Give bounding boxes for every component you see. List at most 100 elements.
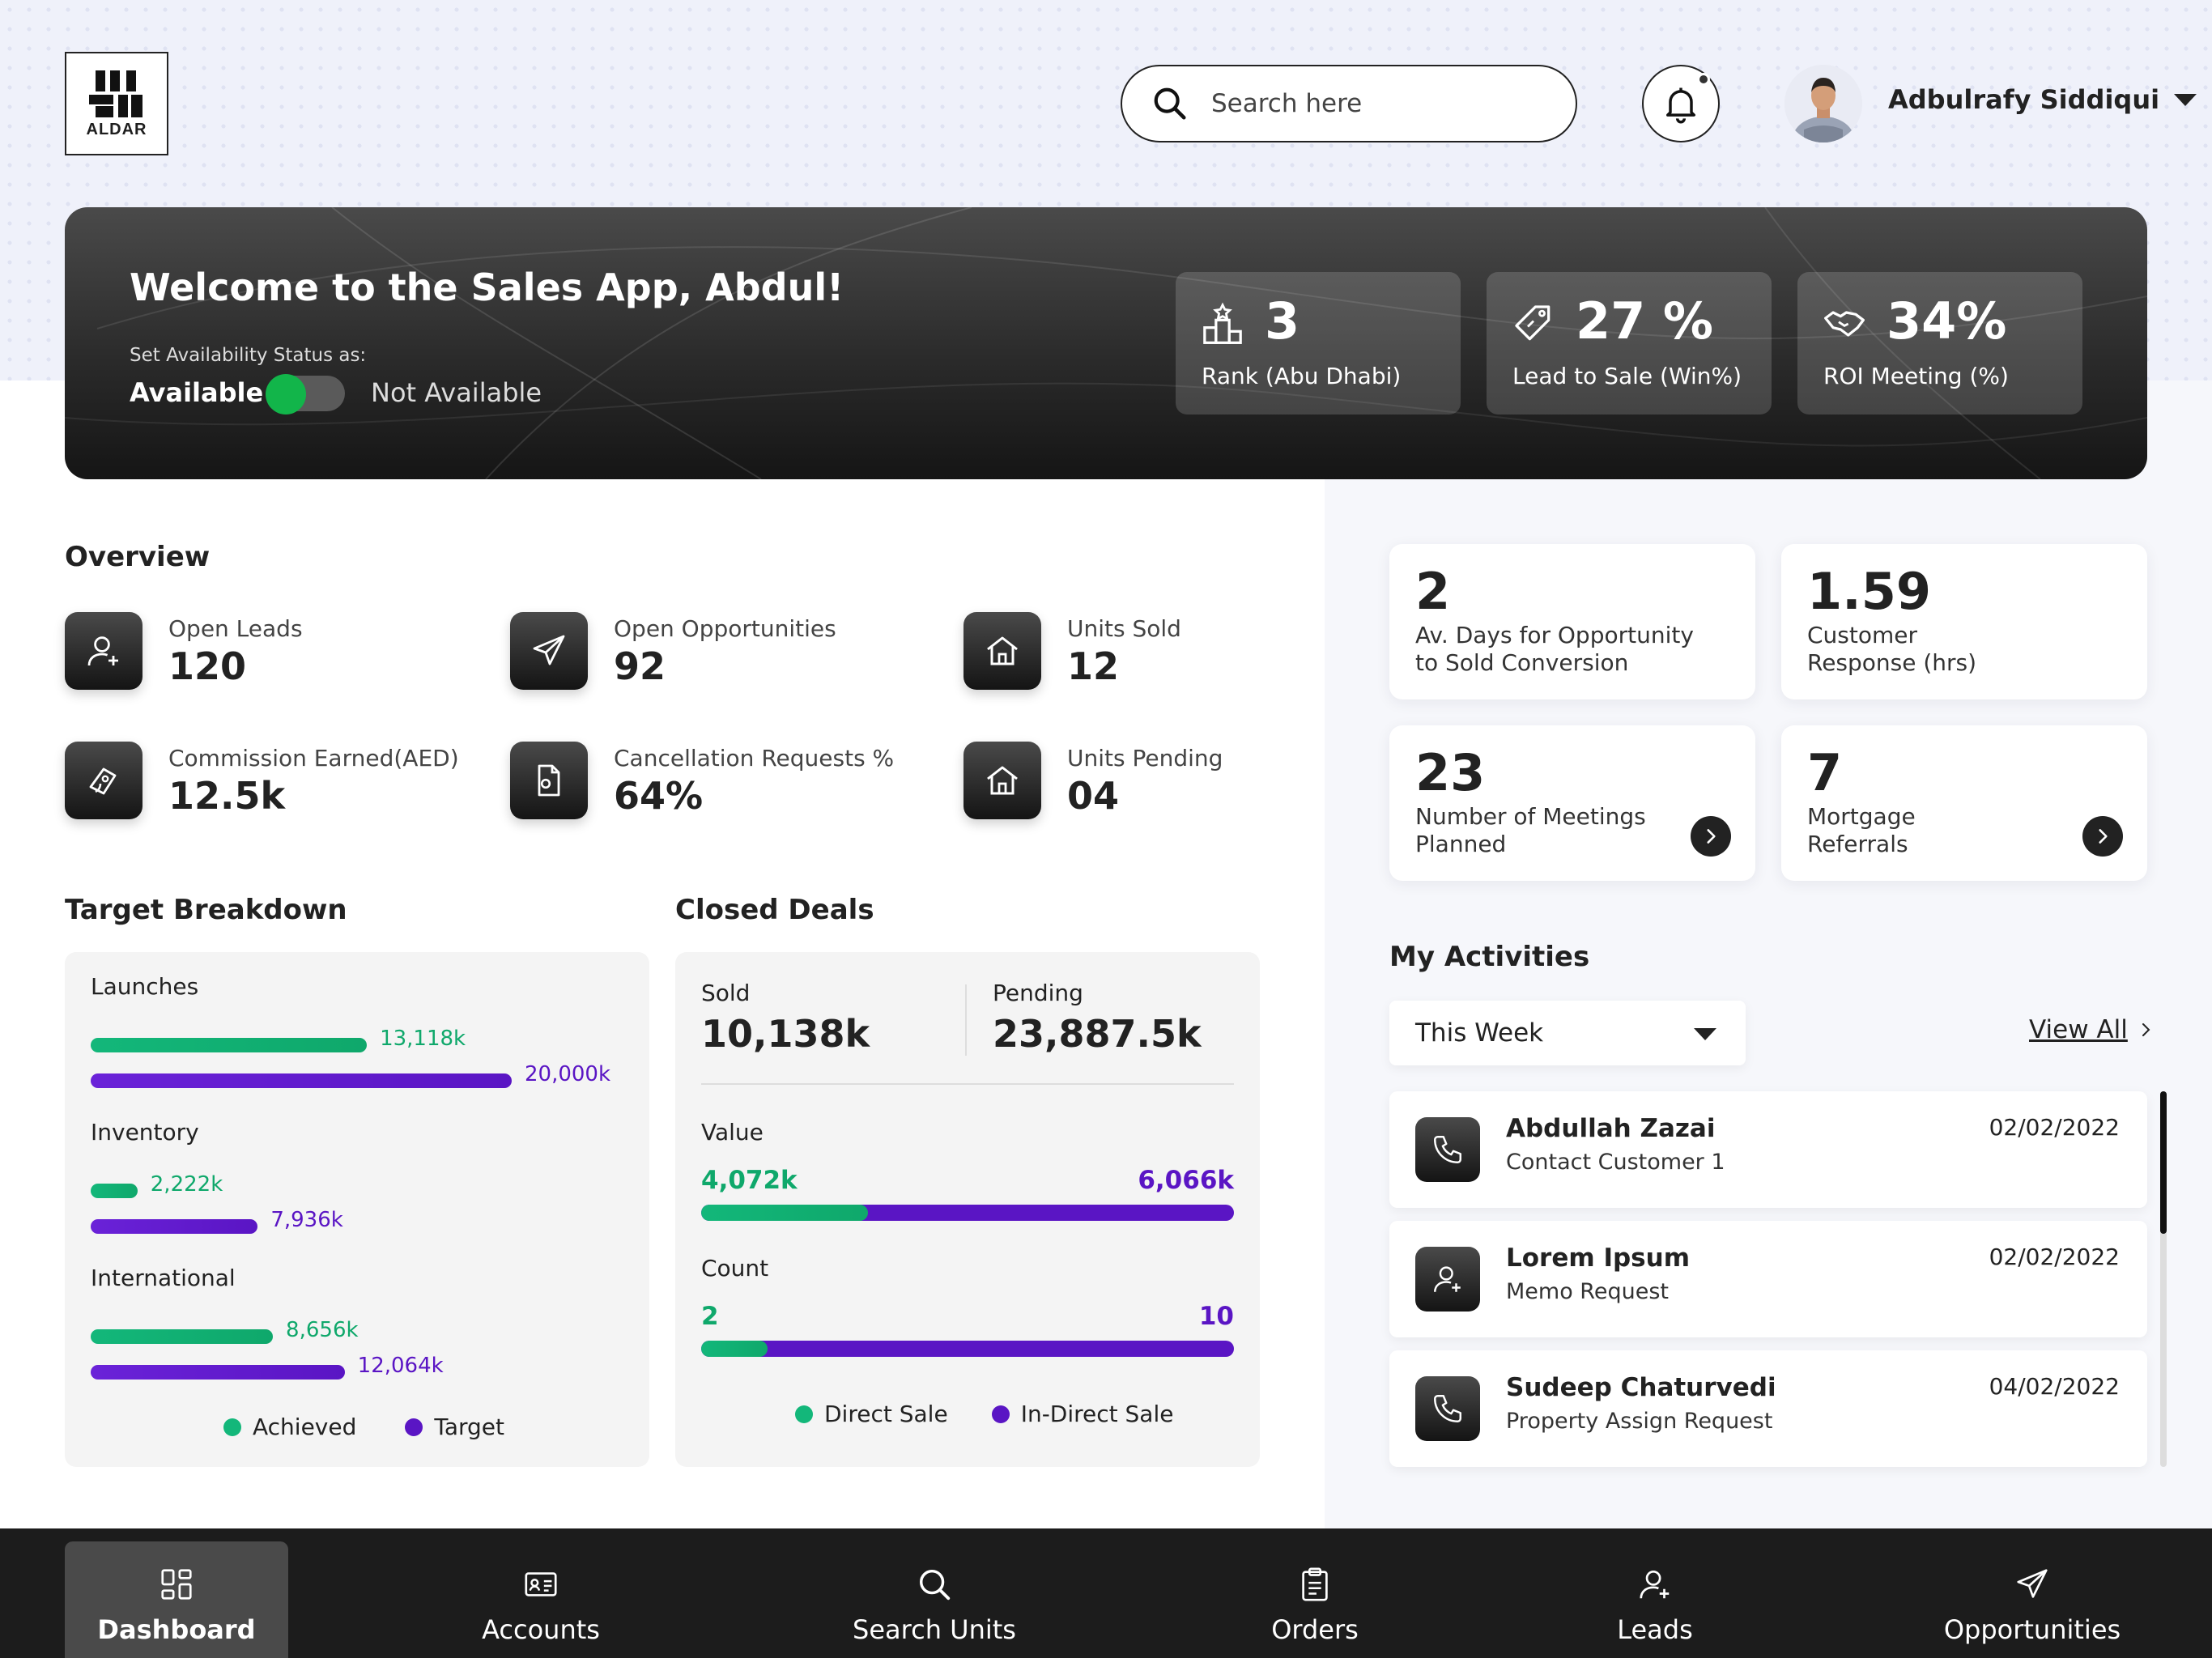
nav-label: Opportunities [1943,1614,2121,1645]
nav-accounts[interactable]: Accounts [429,1541,653,1658]
activity-item[interactable]: Lorem Ipsum Memo Request 02/02/2022 [1389,1221,2147,1337]
add-user-icon [1434,1266,1461,1292]
pending-value: 23,887.5k [993,1012,1202,1056]
nav-orders[interactable]: Orders [1203,1541,1427,1658]
notifications-button[interactable] [1642,65,1720,142]
kpi-roi-meeting-value: 34% [1887,291,2007,351]
overview-value: 64% [614,774,704,818]
overview-open-leads[interactable]: Open Leads 120 [65,612,486,693]
overview-value: 04 [1067,774,1120,818]
achieved-bar [91,1329,274,1344]
nav-opportunities[interactable]: Opportunities [1921,1541,2144,1658]
search-input[interactable] [1211,89,1551,118]
activity-date: 02/02/2022 [1989,1244,2120,1270]
overview-units-sold[interactable]: Units Sold 12 [963,612,1385,693]
user-menu[interactable]: Adbulrafy Siddiqui [1888,84,2197,115]
overview-value: 12 [1067,644,1120,688]
nav-label: Leads [1617,1614,1693,1645]
bell-icon [1666,87,1695,124]
paper-plane-icon [2017,1569,2048,1598]
activity-period-dropdown[interactable]: This Week [1389,1001,1746,1065]
closed-deals-legend: Direct Sale In-Direct Sale [795,1401,1173,1427]
stat-av-days: 2 Av. Days for Opportunity to Sold Conver… [1389,544,1755,699]
banner-decorative-lines-icon [65,207,2147,479]
target-legend: Achieved Target [223,1414,504,1440]
achieved-bar [91,1184,138,1198]
welcome-banner: Welcome to the Sales App, Abdul! Set Ava… [65,207,2147,479]
stat-customer-response: 1.59 Customer Response (hrs) [1781,544,2147,699]
kpi-rank-value: 3 [1265,291,1300,351]
value-label: Value [701,1119,764,1146]
activities-scrollbar-thumb[interactable] [2160,1091,2167,1234]
activity-item[interactable]: Sudeep Chaturvedi Property Assign Reques… [1389,1350,2147,1467]
kpi-roi-meeting: 34% ROI Meeting (%) [1797,272,2082,414]
sold-value: 10,138k [701,1012,870,1056]
mortgage-open-button[interactable] [2082,816,2123,857]
overview-cancellation-requests[interactable]: Cancellation Requests % 64% [510,742,931,823]
activities-scrollbar-track[interactable] [2160,1091,2167,1467]
overview-open-opportunities[interactable]: Open Opportunities 92 [510,612,931,693]
target-row-name: Inventory [91,1119,199,1146]
search-icon [1154,87,1186,120]
bottom-navigation: Dashboard Accounts Search Units Orders L… [0,1528,2212,1658]
overview-label: Commission Earned(AED) [168,745,459,772]
search-bar[interactable] [1121,65,1577,142]
price-tag-icon [1515,305,1551,341]
overview-value: 120 [168,644,247,688]
target-value: 12,064k [357,1354,444,1378]
aldar-logo[interactable]: ALDAR [65,52,168,155]
target-breakdown-card: Launches 13,118k 20,000k Inventory 2,222… [65,952,649,1467]
stat-value: 2 [1415,562,1451,621]
value-split-bar [701,1205,1234,1221]
overview-commission-earned[interactable]: Commission Earned(AED) 12.5k [65,742,486,823]
aldar-logo-mark-icon [89,70,143,117]
paper-plane-icon [533,635,565,665]
target-bar [91,1365,345,1380]
stat-label-line2: Referrals [1807,831,1908,857]
phone-icon [1434,1395,1461,1422]
nav-leads[interactable]: Leads [1543,1541,1767,1658]
legend-target-label: Target [434,1414,505,1440]
divider [701,1083,1234,1085]
activity-item[interactable]: Abdullah Zazai Contact Customer 1 02/02/… [1389,1091,2147,1208]
activity-name: Lorem Ipsum [1506,1244,1691,1273]
sold-label: Sold [701,980,751,1006]
value-direct: 4,072k [701,1166,798,1195]
notification-dot [1697,73,1710,86]
target-value: 7,936k [270,1208,343,1232]
chevron-down-icon [1694,1028,1716,1040]
closed-deals-card: Sold 10,138k Pending 23,887.5k Value 4,0… [675,952,1260,1467]
search-icon [919,1569,951,1601]
stat-label-line1: Customer [1807,622,1918,648]
stat-value: 1.59 [1807,562,1931,621]
activity-description: Property Assign Request [1506,1409,1773,1434]
count-indirect: 10 [1198,1302,1234,1331]
stat-label-line1: Number of Meetings [1415,803,1646,830]
legend-achieved-swatch [223,1418,241,1436]
stat-meetings-planned[interactable]: 23 Number of Meetings Planned [1389,725,1755,881]
nav-search-units[interactable]: Search Units [823,1541,1046,1658]
view-all-link[interactable]: View All [2029,1015,2155,1044]
chevron-right-icon [1707,829,1716,844]
nav-dashboard[interactable]: Dashboard [65,1541,288,1658]
achieved-bar [91,1038,368,1052]
dashboard-icon [161,1569,192,1600]
stat-mortgage-referrals[interactable]: 7 Mortgage Referrals [1781,725,2147,881]
kpi-rank: 3 Rank (Abu Dhabi) [1176,272,1461,414]
activity-description: Memo Request [1506,1279,1669,1304]
achieved-value: 13,118k [380,1027,466,1051]
phone-icon [1434,1136,1461,1163]
target-row-name: Launches [91,973,199,1000]
available-label: Available [130,377,264,408]
kpi-lead-to-sale-label: Lead to Sale (Win%) [1512,363,1742,389]
count-direct-bar [701,1341,768,1357]
overview-label: Cancellation Requests % [614,745,895,772]
overview-units-pending[interactable]: Units Pending 04 [963,742,1385,823]
activity-name: Abdullah Zazai [1506,1114,1716,1143]
meetings-open-button[interactable] [1691,816,1731,857]
avatar-image-icon [1784,65,1862,142]
stat-label: Number of Meetings Planned [1415,803,1646,858]
availability-toggle[interactable] [266,374,345,414]
stat-label-line1: Mortgage [1807,803,1916,830]
user-avatar[interactable] [1784,65,1862,142]
